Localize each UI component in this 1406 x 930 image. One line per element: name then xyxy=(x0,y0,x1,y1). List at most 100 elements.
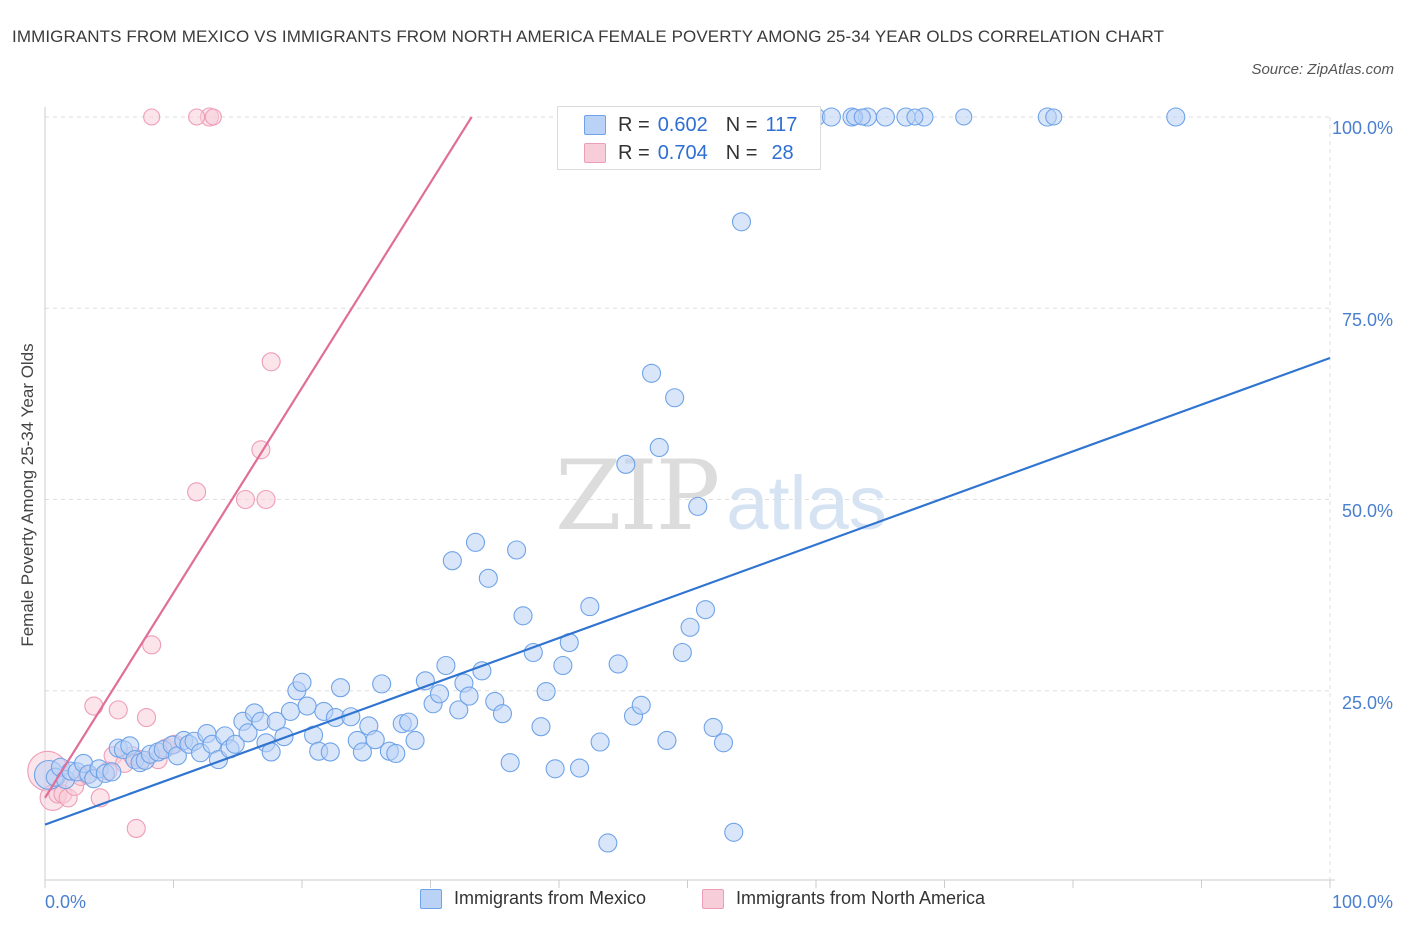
series-legend: Immigrants from Mexico Immigrants from N… xyxy=(0,888,1406,916)
x-tick-label: 0.0% xyxy=(45,892,86,912)
point-mexico xyxy=(513,606,533,626)
point-mexico xyxy=(955,108,973,126)
point-mexico xyxy=(680,617,700,637)
legend-r-value: 0.704 xyxy=(657,141,708,164)
point-north-america xyxy=(204,108,222,126)
point-mexico xyxy=(352,742,372,762)
point-mexico xyxy=(372,674,392,694)
point-mexico xyxy=(580,597,600,617)
legend-label-mexico: Immigrants from Mexico xyxy=(454,888,647,908)
point-north-america xyxy=(108,700,128,720)
legend-label-north-america: Immigrants from North America xyxy=(736,888,986,908)
point-mexico xyxy=(472,661,492,681)
legend-swatch-mexico xyxy=(420,888,442,909)
correlation-legend: R = 0.602 N = 117 R = 0.704 N = 28 xyxy=(557,106,821,170)
point-north-america xyxy=(256,489,276,510)
point-mexico xyxy=(280,701,300,721)
point-north-america xyxy=(143,108,161,126)
point-mexico xyxy=(102,762,122,782)
x-tick-label: 100.0% xyxy=(1332,892,1393,912)
y-tick-label: 50.0% xyxy=(1342,501,1393,521)
point-mexico xyxy=(649,437,669,458)
point-mexico xyxy=(875,107,895,127)
point-north-america xyxy=(136,707,157,728)
point-north-america xyxy=(261,352,281,372)
legend-n-label: N = xyxy=(725,141,758,164)
y-tick-label: 25.0% xyxy=(1342,693,1393,713)
trend-line-north-america xyxy=(44,116,473,799)
legend-swatch-north-america xyxy=(584,143,606,163)
point-mexico xyxy=(657,730,677,751)
legend-n-value: 117 xyxy=(765,113,798,136)
point-mexico xyxy=(405,730,425,751)
point-mexico xyxy=(631,695,651,715)
point-mexico xyxy=(590,732,610,752)
point-mexico xyxy=(492,704,513,724)
point-mexico xyxy=(724,822,744,842)
legend-swatch-mexico xyxy=(584,115,606,135)
point-mexico xyxy=(1166,107,1186,127)
point-mexico xyxy=(713,733,734,753)
point-mexico xyxy=(399,712,419,732)
legend-n-label: N = xyxy=(725,113,758,136)
trend-lines xyxy=(44,116,1331,826)
point-mexico xyxy=(672,642,692,663)
point-mexico xyxy=(641,363,662,383)
legend-swatch-north-america xyxy=(702,888,724,909)
chart-source: Source: ZipAtlas.com xyxy=(1251,61,1394,78)
point-mexico xyxy=(274,727,294,747)
y-tick-label: 75.0% xyxy=(1342,310,1393,330)
watermark-atlas: atlas xyxy=(726,461,887,546)
point-mexico xyxy=(436,655,456,676)
point-north-america xyxy=(187,482,207,502)
point-mexico xyxy=(853,108,871,126)
point-mexico xyxy=(266,711,286,731)
point-north-america xyxy=(235,489,256,510)
legend-n-value: 28 xyxy=(771,141,794,164)
point-mexico xyxy=(465,532,486,552)
point-mexico xyxy=(616,454,636,474)
point-mexico xyxy=(821,107,841,127)
watermark: ZIP atlas xyxy=(555,440,887,552)
point-mexico xyxy=(365,730,385,750)
point-mexico xyxy=(688,496,708,516)
point-mexico xyxy=(731,212,752,232)
point-mexico xyxy=(536,681,556,702)
point-mexico xyxy=(906,108,924,126)
watermark-zip: ZIP xyxy=(555,440,720,552)
point-mexico xyxy=(531,717,551,737)
point-mexico xyxy=(330,678,351,698)
point-mexico xyxy=(665,388,685,408)
y-tick-label: 100.0% xyxy=(1332,118,1393,138)
legend-r-label: R = xyxy=(618,141,650,164)
point-mexico xyxy=(507,540,527,560)
series-mexico-points xyxy=(33,107,1186,853)
point-north-america xyxy=(188,108,206,126)
point-mexico xyxy=(320,742,340,762)
point-mexico xyxy=(292,672,312,692)
point-north-america xyxy=(84,696,104,716)
chart-title: IMMIGRANTS FROM MEXICO VS IMMIGRANTS FRO… xyxy=(12,27,1165,46)
point-mexico xyxy=(386,743,406,764)
point-north-america xyxy=(126,818,146,839)
point-mexico xyxy=(1045,108,1063,126)
legend-row-north-america: R = 0.704 N = 28 xyxy=(584,139,794,167)
point-mexico xyxy=(478,568,498,588)
point-mexico xyxy=(297,696,317,716)
point-north-america xyxy=(142,635,162,655)
point-mexico xyxy=(695,600,716,620)
point-mexico xyxy=(545,759,565,779)
tick-labels: 25.0% 50.0% 75.0% 100.0% 0.0% 100.0% xyxy=(45,118,1393,912)
point-mexico xyxy=(449,700,469,720)
point-mexico xyxy=(459,686,479,706)
legend-item-mexico[interactable]: Immigrants from Mexico xyxy=(420,888,646,909)
series-north-america-points xyxy=(27,107,582,839)
legend-item-north-america[interactable]: Immigrants from North America xyxy=(702,888,985,909)
point-mexico xyxy=(500,753,520,773)
point-mexico xyxy=(570,758,590,778)
point-mexico xyxy=(703,717,723,738)
legend-row-mexico: R = 0.602 N = 117 xyxy=(584,111,797,139)
point-mexico xyxy=(225,734,245,754)
point-mexico xyxy=(238,723,258,743)
